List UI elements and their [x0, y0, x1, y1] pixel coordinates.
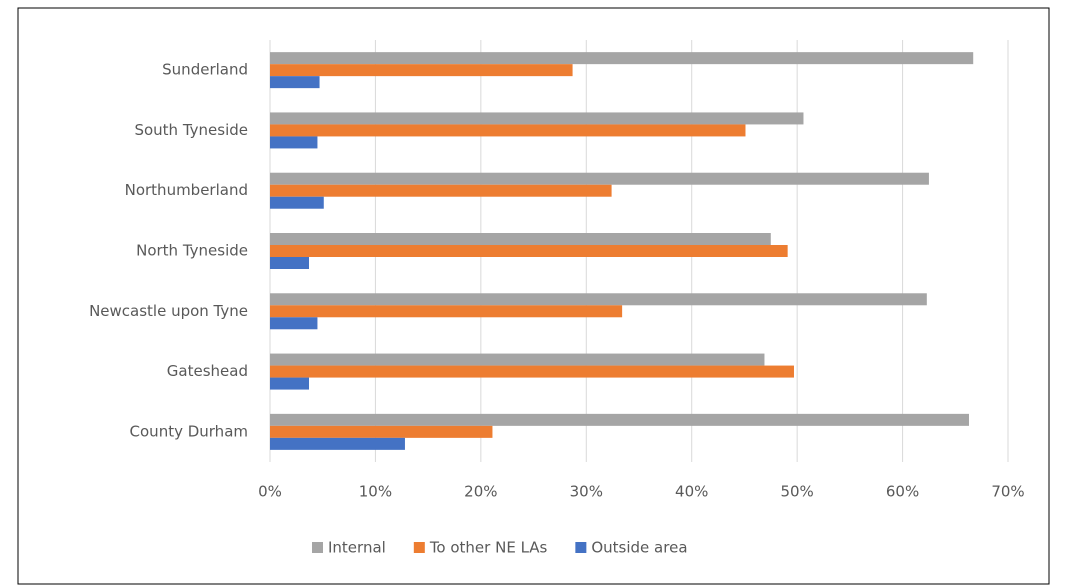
x-tick-label: 10% [359, 483, 392, 501]
x-tick-label: 70% [991, 483, 1024, 501]
bar [270, 257, 310, 269]
x-tick-label: 60% [886, 483, 919, 501]
bar [270, 377, 310, 390]
legend-swatch [575, 542, 587, 553]
legend-label: Outside area [591, 539, 687, 557]
bar [270, 317, 318, 330]
bar [270, 353, 765, 366]
x-tick-label: 30% [570, 483, 603, 501]
bar [270, 112, 804, 125]
y-tick-label: Gateshead [167, 362, 248, 380]
legend-label: Internal [328, 539, 386, 557]
bar [270, 413, 969, 426]
bar [270, 196, 324, 209]
bar [270, 136, 318, 149]
y-tick-label: Northumberland [125, 181, 248, 199]
x-tick-label: 20% [464, 483, 497, 501]
y-tick-label: Sunderland [162, 61, 248, 79]
y-tick-label: North Tyneside [136, 242, 248, 260]
bar [270, 425, 493, 438]
legend-label: To other NE LAs [429, 539, 548, 557]
x-tick-label: 50% [780, 483, 813, 501]
x-tick-label: 40% [675, 483, 708, 501]
legend-swatch [413, 542, 425, 553]
bar [270, 124, 746, 137]
bar [270, 172, 929, 185]
bar [270, 52, 974, 65]
bar [270, 305, 623, 318]
bar [270, 76, 320, 89]
bar [270, 293, 927, 306]
bar [270, 233, 771, 245]
bar [270, 365, 794, 378]
bar [270, 64, 573, 77]
y-tick-label: South Tyneside [134, 121, 248, 139]
x-tick-label: 0% [258, 483, 282, 501]
bar [270, 184, 612, 197]
bar [270, 437, 405, 450]
y-tick-label: Newcastle upon Tyne [89, 302, 248, 320]
bar [270, 245, 788, 257]
legend-swatch [312, 542, 323, 553]
y-tick-label: County Durham [130, 422, 248, 440]
